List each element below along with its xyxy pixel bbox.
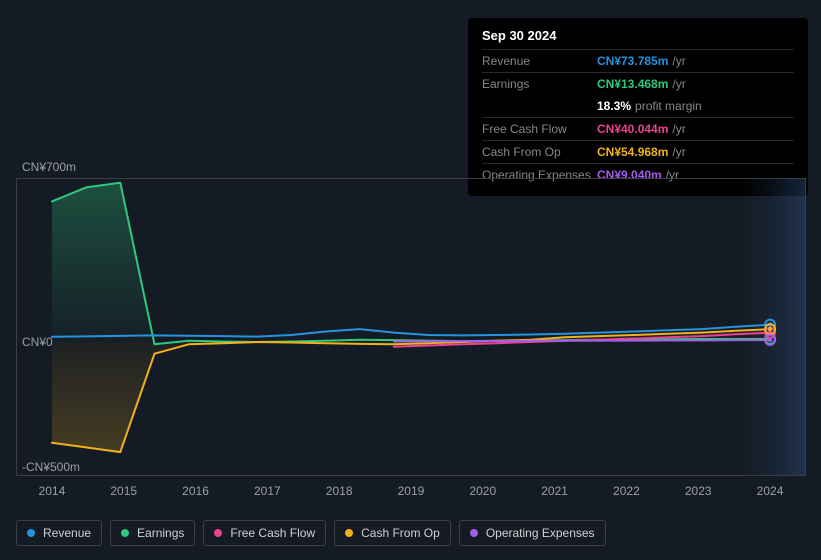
x-axis-label: 2023 [662, 484, 734, 498]
legend-item[interactable]: Cash From Op [334, 520, 451, 546]
legend-dot-icon [27, 529, 35, 537]
legend-dot-icon [470, 529, 478, 537]
tooltip-row-suffix: /yr [672, 54, 685, 68]
tooltip-rows: RevenueCN¥73.785m/yrEarningsCN¥13.468m/y… [482, 49, 794, 186]
x-axis-label: 2014 [16, 484, 88, 498]
tooltip-row-value: 18.3% [597, 99, 631, 113]
tooltip-row: Free Cash FlowCN¥40.044m/yr [482, 117, 794, 140]
tooltip-row-value: CN¥40.044m [597, 122, 668, 136]
tooltip-row-suffix: /yr [672, 145, 685, 159]
x-axis-label: 2015 [88, 484, 160, 498]
tooltip-row-label: Cash From Op [482, 145, 597, 159]
x-axis-label: 2021 [519, 484, 591, 498]
legend-label: Cash From Op [361, 526, 440, 540]
x-axis-label: 2017 [231, 484, 303, 498]
data-tooltip: Sep 30 2024 RevenueCN¥73.785m/yrEarnings… [468, 18, 808, 196]
x-axis-label: 2019 [375, 484, 447, 498]
tooltip-row-label: Revenue [482, 54, 597, 68]
legend-label: Revenue [43, 526, 91, 540]
financial-chart [16, 178, 806, 476]
tooltip-row-label: Earnings [482, 77, 597, 91]
legend-item[interactable]: Operating Expenses [459, 520, 606, 546]
x-axis-label: 2020 [447, 484, 519, 498]
tooltip-row-value: CN¥54.968m [597, 145, 668, 159]
legend-label: Operating Expenses [486, 526, 595, 540]
x-axis-label: 2022 [591, 484, 663, 498]
y-axis-label: CN¥700m [22, 160, 76, 174]
tooltip-date: Sep 30 2024 [482, 28, 794, 43]
tooltip-row-label [482, 99, 597, 113]
legend-dot-icon [214, 529, 222, 537]
legend-label: Earnings [137, 526, 184, 540]
legend-dot-icon [121, 529, 129, 537]
x-axis-label: 2018 [303, 484, 375, 498]
tooltip-row: RevenueCN¥73.785m/yr [482, 49, 794, 72]
legend-label: Free Cash Flow [230, 526, 315, 540]
x-axis-label: 2016 [160, 484, 232, 498]
tooltip-row-value: CN¥73.785m [597, 54, 668, 68]
tooltip-row-suffix: /yr [672, 77, 685, 91]
tooltip-row: Cash From OpCN¥54.968m/yr [482, 140, 794, 163]
tooltip-row-label: Free Cash Flow [482, 122, 597, 136]
tooltip-row-suffix: profit margin [635, 99, 702, 113]
tooltip-row-value: CN¥13.468m [597, 77, 668, 91]
legend-item[interactable]: Earnings [110, 520, 195, 546]
legend-item[interactable]: Free Cash Flow [203, 520, 326, 546]
tooltip-row: EarningsCN¥13.468m/yr [482, 72, 794, 95]
x-axis-label: 2024 [734, 484, 806, 498]
legend-item[interactable]: Revenue [16, 520, 102, 546]
tooltip-row: 18.3% profit margin [482, 95, 794, 117]
x-axis-labels: 2014201520162017201820192020202120222023… [16, 484, 806, 498]
legend-dot-icon [345, 529, 353, 537]
tooltip-row-suffix: /yr [672, 122, 685, 136]
chart-legend: Revenue Earnings Free Cash Flow Cash From O… [16, 520, 606, 546]
